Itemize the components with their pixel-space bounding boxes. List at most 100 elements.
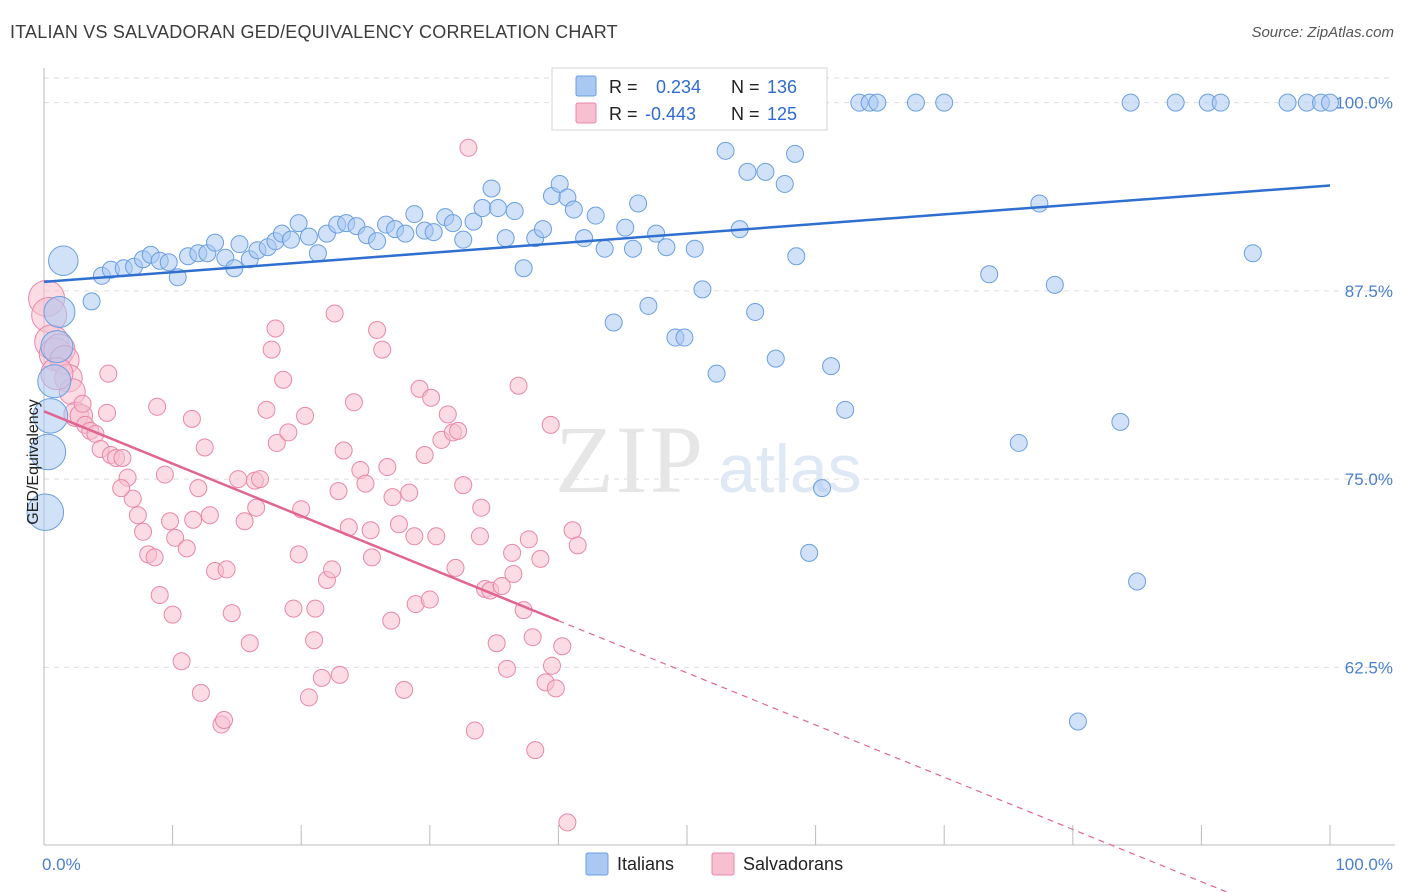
salvadorans-point	[526, 741, 545, 760]
salvadorans-point	[163, 605, 182, 624]
italians-point	[1009, 433, 1028, 452]
italians-point	[707, 364, 726, 383]
legend-box	[551, 67, 828, 131]
salvadorans-point	[509, 376, 528, 395]
salvadorans-point	[312, 668, 331, 687]
salvadorans-point	[182, 409, 201, 428]
italians-point	[1111, 412, 1130, 431]
salvadorans-point	[558, 813, 577, 832]
salvadorans-point	[172, 652, 191, 671]
legend-swatch-italians	[575, 75, 597, 97]
italians-point	[935, 93, 954, 112]
salvadorans-point	[523, 628, 542, 647]
italians-point	[575, 229, 594, 248]
salvadorans-point	[189, 479, 208, 498]
italians-point	[868, 93, 887, 112]
salvadorans-point	[98, 403, 117, 422]
italians-point	[836, 400, 855, 419]
salvadorans-point	[531, 549, 550, 568]
italians-point	[623, 239, 642, 258]
italians-point	[206, 233, 225, 252]
salvadorans-point	[289, 545, 308, 564]
salvadorans-point	[184, 510, 203, 529]
italians-point	[685, 239, 704, 258]
salvadorans-point	[420, 590, 439, 609]
salvadorans-point	[541, 415, 560, 434]
salvadorans-point	[200, 506, 219, 525]
italians-trend-line	[43, 184, 1331, 284]
italians-point	[308, 244, 327, 263]
bottom-legend: Italians Salvadorans	[585, 852, 843, 876]
italians-point	[1128, 572, 1147, 591]
salvadorans-point	[247, 498, 266, 517]
salvadorans-point	[112, 479, 131, 498]
legend-r-label-italians: R =	[609, 77, 638, 97]
italians-point	[550, 174, 569, 193]
italians-point	[368, 232, 387, 251]
italians-point	[657, 238, 676, 257]
salvadorans-point	[299, 688, 318, 707]
italians-point	[1166, 93, 1185, 112]
italians-point	[1068, 712, 1087, 731]
italians-point	[159, 253, 178, 272]
salvadorans-point	[215, 711, 234, 730]
salvadorans-point	[472, 498, 491, 517]
italians-point	[482, 179, 501, 198]
salvadorans-point	[274, 370, 293, 389]
bottom-legend-label-italians: Italians	[617, 854, 674, 874]
salvadorans-point	[395, 680, 414, 699]
italians-point	[405, 205, 424, 224]
bottom-legend-swatch-salvadorans	[711, 852, 735, 876]
italians-point	[604, 313, 623, 332]
italians-point	[32, 398, 69, 434]
salvadorans-point	[217, 560, 236, 579]
salvadorans-point	[305, 631, 324, 650]
legend-n-value-italians: 136	[767, 77, 797, 97]
italians-point	[26, 493, 65, 531]
salvadorans-point	[251, 470, 270, 489]
salvadorans-point	[378, 458, 397, 477]
italians-point	[766, 349, 785, 368]
italians-point	[48, 245, 79, 276]
salvadorans-point	[148, 397, 167, 416]
salvadorans-point	[373, 340, 392, 359]
salvadorans-point	[73, 394, 92, 413]
salvadorans-point	[150, 586, 169, 605]
italians-point	[230, 235, 249, 254]
salvadorans-point	[368, 321, 387, 340]
italians-point	[775, 174, 794, 193]
italians-point	[299, 227, 318, 246]
salvadorans-point	[427, 527, 446, 546]
salvadorans-point	[492, 577, 511, 595]
salvadorans-point	[145, 548, 164, 567]
source-label: Source: ZipAtlas.com	[1251, 24, 1394, 41]
x-tick-labels: 0.0% 100.0%	[42, 855, 1393, 874]
salvadorans-point	[155, 465, 174, 484]
salvadorans-point	[113, 449, 132, 468]
salvadorans-point	[284, 599, 303, 618]
italians-point	[787, 247, 806, 266]
italians-point	[29, 433, 67, 471]
italians-point	[675, 328, 694, 347]
italians-point	[1321, 93, 1339, 112]
bottom-legend-label-salvadorans: Salvadorans	[743, 854, 843, 874]
italians-point	[496, 229, 515, 248]
italians-point	[980, 265, 999, 284]
bottom-legend-swatch-italians	[585, 852, 609, 876]
salvadorans-point	[415, 445, 434, 464]
y-tick-label-2: 87.5%	[1345, 282, 1393, 301]
salvadorans-point	[465, 721, 484, 740]
salvadorans-point	[356, 474, 375, 493]
salvadorans-point	[229, 470, 248, 489]
salvadorans-point	[382, 611, 401, 630]
salvadorans-point	[497, 659, 516, 678]
legend-n-label-italians: N =	[731, 77, 760, 97]
chart-title: ITALIAN VS SALVADORAN GED/EQUIVALENCY CO…	[10, 22, 618, 42]
salvadorans-point	[361, 521, 380, 540]
italians-point	[454, 230, 473, 249]
legend-swatch-salvadorans	[575, 102, 597, 124]
italians-point	[40, 330, 74, 364]
y-tick-labels: 62.5% 75.0% 87.5% 100.0%	[1335, 94, 1393, 678]
salvadorans-point	[389, 515, 408, 534]
